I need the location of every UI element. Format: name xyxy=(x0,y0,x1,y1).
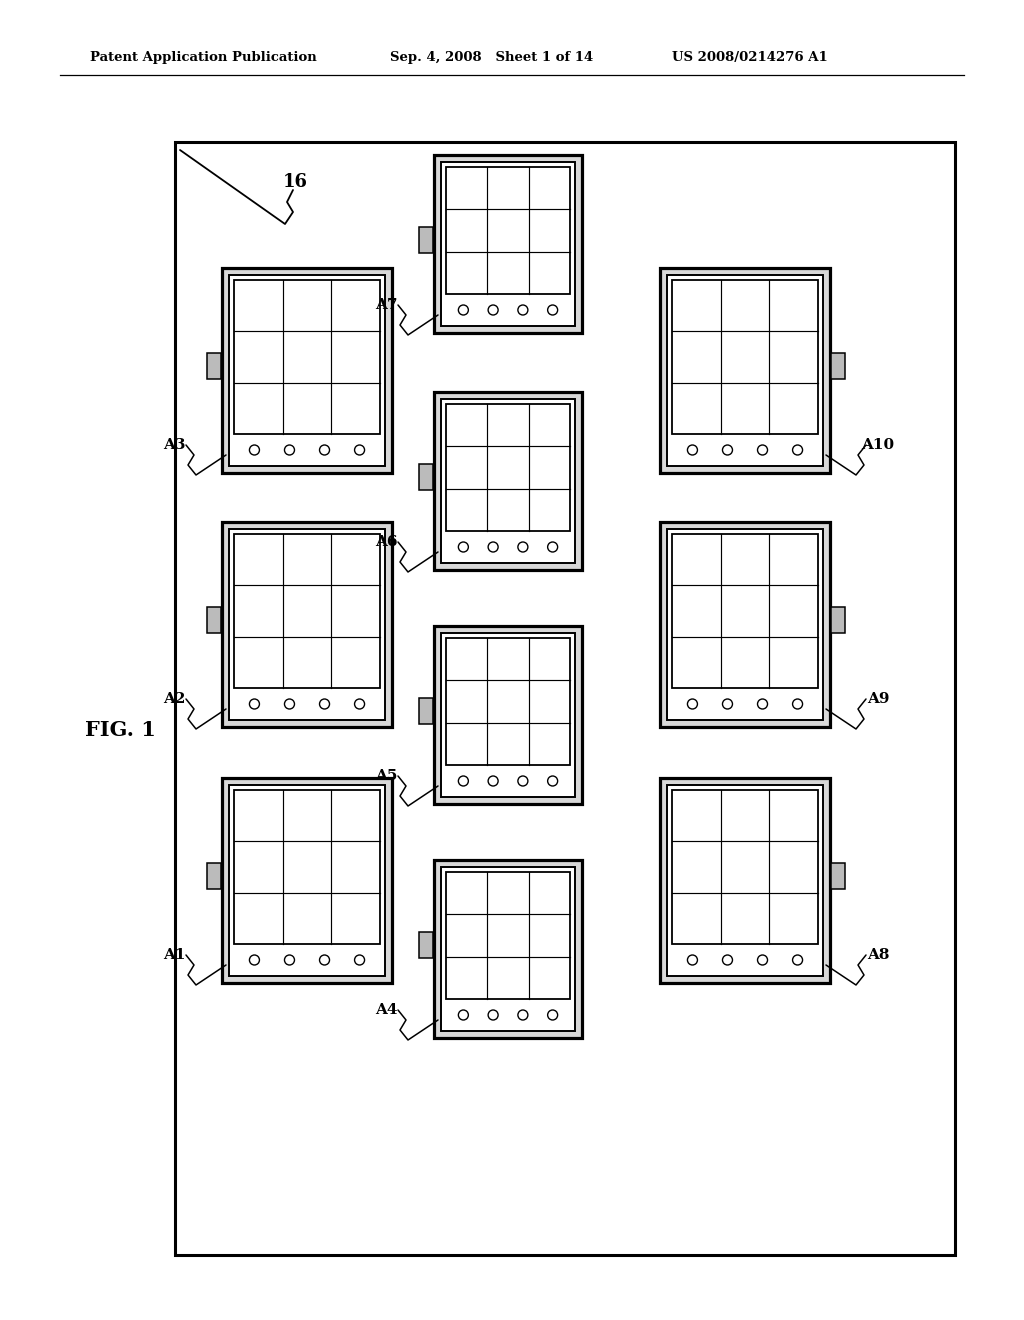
Circle shape xyxy=(488,305,498,315)
Text: US 2008/0214276 A1: US 2008/0214276 A1 xyxy=(672,51,827,65)
Bar xyxy=(667,785,823,975)
Bar xyxy=(229,529,385,719)
Bar xyxy=(419,698,433,725)
Text: 16: 16 xyxy=(283,173,307,191)
Text: A4: A4 xyxy=(375,1003,397,1016)
Circle shape xyxy=(687,954,697,965)
Bar xyxy=(446,873,570,999)
Bar xyxy=(222,777,392,983)
Bar xyxy=(419,227,433,253)
Bar xyxy=(667,529,823,719)
Circle shape xyxy=(285,954,295,965)
Text: A8: A8 xyxy=(866,948,889,962)
Bar xyxy=(434,154,582,333)
Circle shape xyxy=(687,445,697,455)
Bar xyxy=(234,789,380,944)
Circle shape xyxy=(518,776,528,785)
Bar xyxy=(446,638,570,766)
Circle shape xyxy=(319,445,330,455)
Bar xyxy=(434,861,582,1038)
Bar xyxy=(672,280,818,434)
Bar xyxy=(234,280,380,434)
Bar xyxy=(441,867,575,1031)
Circle shape xyxy=(354,954,365,965)
Circle shape xyxy=(518,543,528,552)
Circle shape xyxy=(518,305,528,315)
Bar xyxy=(207,607,221,634)
Circle shape xyxy=(459,305,468,315)
Circle shape xyxy=(459,1010,468,1020)
Bar xyxy=(207,863,221,890)
Circle shape xyxy=(758,954,768,965)
Circle shape xyxy=(354,445,365,455)
Text: FIG. 1: FIG. 1 xyxy=(85,719,156,741)
Bar xyxy=(229,785,385,975)
Bar xyxy=(660,521,830,727)
Circle shape xyxy=(723,445,732,455)
Text: A6: A6 xyxy=(375,535,397,549)
Circle shape xyxy=(319,700,330,709)
Bar xyxy=(434,392,582,570)
Bar xyxy=(419,932,433,958)
Text: A5: A5 xyxy=(375,770,397,783)
Circle shape xyxy=(459,776,468,785)
Circle shape xyxy=(518,1010,528,1020)
Bar xyxy=(831,607,845,634)
Text: A1: A1 xyxy=(163,948,185,962)
Bar xyxy=(222,268,392,473)
Bar xyxy=(660,268,830,473)
Circle shape xyxy=(319,954,330,965)
Bar xyxy=(434,626,582,804)
Circle shape xyxy=(723,954,732,965)
Bar xyxy=(831,354,845,379)
Bar xyxy=(441,634,575,797)
Bar xyxy=(672,535,818,688)
Bar xyxy=(672,789,818,944)
Circle shape xyxy=(548,776,558,785)
Circle shape xyxy=(250,700,259,709)
Text: Sep. 4, 2008   Sheet 1 of 14: Sep. 4, 2008 Sheet 1 of 14 xyxy=(390,51,593,65)
Circle shape xyxy=(285,445,295,455)
Circle shape xyxy=(250,954,259,965)
Circle shape xyxy=(488,543,498,552)
Text: A10: A10 xyxy=(861,438,895,451)
Bar xyxy=(446,168,570,294)
Bar xyxy=(229,275,385,466)
Circle shape xyxy=(488,1010,498,1020)
Circle shape xyxy=(459,543,468,552)
Text: A9: A9 xyxy=(866,692,889,706)
Circle shape xyxy=(793,445,803,455)
Circle shape xyxy=(793,700,803,709)
Circle shape xyxy=(793,954,803,965)
Bar xyxy=(222,521,392,727)
Bar xyxy=(234,535,380,688)
Bar xyxy=(660,777,830,983)
Bar xyxy=(419,465,433,491)
Circle shape xyxy=(687,700,697,709)
Bar xyxy=(667,275,823,466)
Bar xyxy=(441,162,575,326)
Text: A3: A3 xyxy=(163,438,185,451)
Circle shape xyxy=(548,305,558,315)
Bar xyxy=(207,354,221,379)
Bar xyxy=(446,404,570,531)
Circle shape xyxy=(758,445,768,455)
Circle shape xyxy=(548,543,558,552)
Bar xyxy=(175,143,955,1255)
Circle shape xyxy=(285,700,295,709)
Circle shape xyxy=(488,776,498,785)
Text: Patent Application Publication: Patent Application Publication xyxy=(90,51,316,65)
Circle shape xyxy=(723,700,732,709)
Circle shape xyxy=(250,445,259,455)
Text: A7: A7 xyxy=(375,298,397,312)
Text: A2: A2 xyxy=(163,692,185,706)
Circle shape xyxy=(548,1010,558,1020)
Bar xyxy=(441,399,575,564)
Circle shape xyxy=(758,700,768,709)
Circle shape xyxy=(354,700,365,709)
Bar xyxy=(831,863,845,890)
